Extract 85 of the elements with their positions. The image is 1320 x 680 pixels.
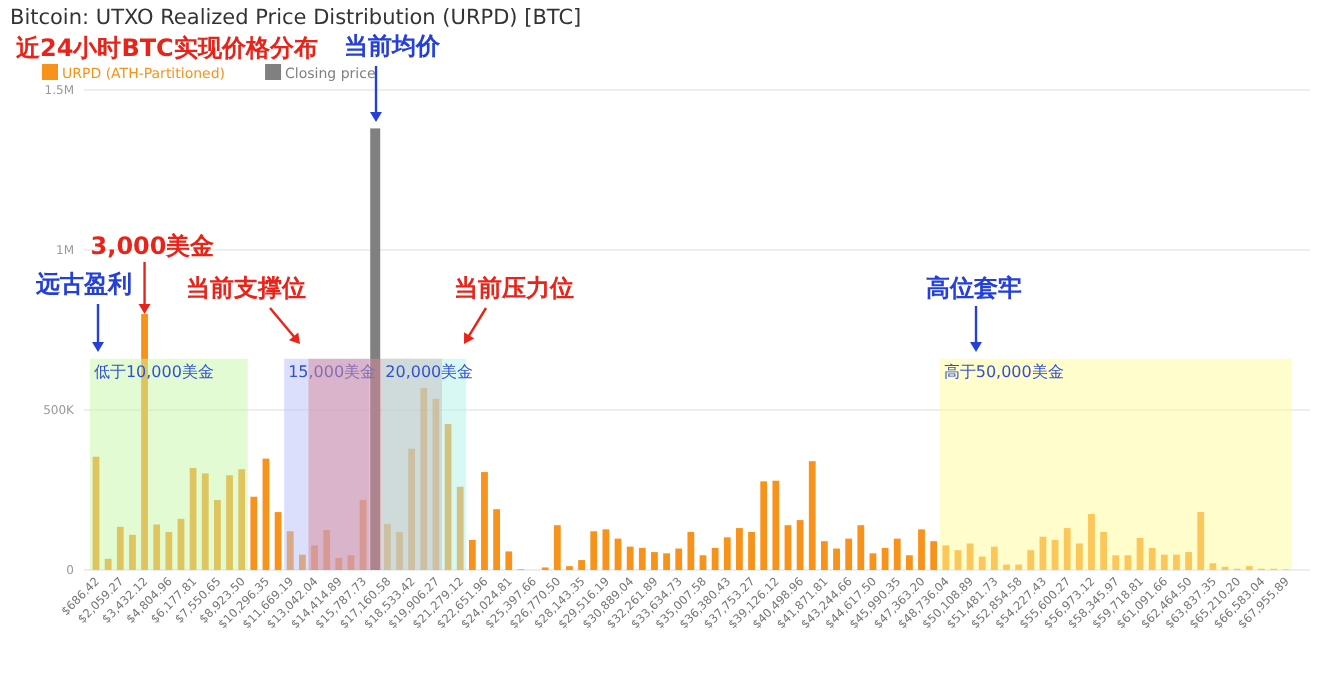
bar: [760, 481, 768, 570]
bar: [396, 531, 403, 570]
bar: [468, 539, 476, 570]
bar: [893, 538, 901, 570]
bar: [420, 387, 428, 570]
annotation: 当前压力位: [454, 274, 574, 302]
bar: [238, 469, 246, 570]
bar: [675, 548, 683, 570]
bar: [723, 537, 731, 570]
bar: [711, 547, 719, 570]
bar: [881, 547, 889, 570]
bar: [104, 558, 112, 570]
bar: [1003, 564, 1010, 570]
text: 当前均价: [344, 32, 442, 60]
bar: [1088, 514, 1095, 570]
bar: [821, 541, 828, 570]
bar: [129, 534, 136, 570]
annotation: 远古盈利: [34, 270, 132, 298]
bar: [578, 560, 585, 570]
bar: [1112, 555, 1120, 570]
bar: [808, 461, 816, 570]
bar: [942, 545, 950, 570]
bar: [505, 551, 513, 570]
bar: [1075, 543, 1083, 570]
bar: [335, 557, 343, 570]
bar: [481, 472, 488, 570]
bar: [383, 523, 391, 570]
bar: [201, 473, 209, 570]
bar: [772, 480, 780, 570]
bar: [226, 475, 233, 570]
annotation: 当前支撑位: [186, 274, 306, 302]
bar: [687, 531, 695, 570]
bar: [298, 554, 306, 570]
annotation: 高位套牢: [926, 274, 1022, 302]
bar: [857, 525, 865, 570]
bar: [553, 525, 561, 570]
bar: [1124, 555, 1132, 570]
bar: [456, 486, 464, 570]
bar: [651, 552, 658, 570]
bar: [493, 509, 501, 570]
bar: [214, 499, 221, 570]
bar: [408, 448, 416, 570]
bar: [796, 520, 804, 570]
annotation: 3,000美金: [90, 232, 217, 260]
bar: [748, 531, 755, 570]
bar: [978, 556, 986, 570]
bar: [311, 545, 318, 570]
bar: [274, 512, 282, 570]
bar: [1015, 564, 1023, 570]
bar: [153, 524, 161, 570]
bar: [930, 541, 938, 570]
bar: [189, 467, 197, 570]
bar: [918, 529, 925, 570]
bar: [990, 546, 998, 570]
bar: [663, 553, 670, 570]
bar: [626, 546, 634, 570]
bar: [602, 529, 610, 570]
bar: [590, 531, 598, 570]
bar: [1209, 563, 1217, 570]
bar: [736, 528, 743, 570]
bar: [165, 531, 173, 570]
bar: [1027, 550, 1035, 570]
bar: [250, 496, 258, 570]
band-label: 高于50,000美金: [943, 362, 1064, 381]
bar: [1100, 531, 1108, 570]
chart-subtitle: 近24小时BTC实现价格分布: [14, 34, 318, 62]
bar: [116, 526, 124, 570]
bar: [1160, 554, 1168, 570]
bar: [1148, 547, 1156, 570]
bar: [966, 543, 974, 570]
bar: [845, 538, 853, 570]
bar: [1185, 552, 1192, 570]
bar: [869, 553, 877, 570]
band-label: 20,000美金: [385, 362, 474, 381]
bar: [1063, 528, 1071, 570]
bar: [1173, 554, 1180, 570]
bar: [833, 548, 840, 570]
bar: [699, 555, 707, 570]
bar: [905, 555, 913, 570]
bar: [286, 531, 294, 570]
bar: [638, 547, 646, 570]
bar: [1197, 512, 1205, 570]
bar: [347, 555, 355, 570]
bar: [323, 530, 331, 570]
chart-title: Bitcoin: UTXO Realized Price Distribution (URPD) [BTC]: [10, 6, 582, 30]
